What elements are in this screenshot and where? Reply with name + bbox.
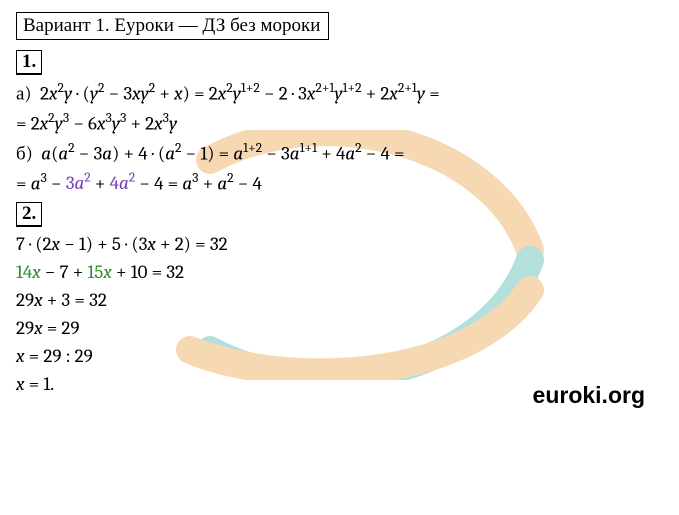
p2-line-3: 29x + 3 = 32 — [16, 289, 663, 311]
term-3a2: 3a2 — [66, 172, 91, 194]
p2-line-2: 14x − 7 + 15x + 10 = 32 — [16, 261, 663, 283]
header-box: Вариант 1. Еуроки — ДЗ без мороки — [16, 12, 329, 40]
term-14x: 14x — [16, 261, 41, 283]
term-4a2: 4a2 — [110, 172, 136, 194]
problem-2-label: 2. — [16, 202, 42, 227]
p1-line-b1: б) a(a2 − 3a) + 4 · (a2 − 1) = a1+2 − 3a… — [16, 141, 663, 165]
p1-line-b2: = a3 − 3a2 + 4a2 − 4 = a3 + a2 − 4 — [16, 171, 663, 194]
p2-line-6: x = 1. — [16, 373, 663, 395]
p2-line-4: 29x = 29 — [16, 317, 663, 339]
term-15x: 15x — [87, 261, 111, 283]
problem-1-label: 1. — [16, 50, 42, 75]
p1-line-a1: а) 2x2y · (y2 − 3xy2 + x) = 2x2y1+2 − 2 … — [16, 81, 663, 105]
header-text: Вариант 1. Еуроки — ДЗ без мороки — [23, 15, 320, 36]
p2-line-1: 7 · (2x − 1) + 5 · (3x + 2) = 32 — [16, 233, 663, 255]
p1-line-a2: = 2x2y3 − 6x3y3 + 2x3y — [16, 111, 663, 134]
p2-line-5: x = 29 : 29 — [16, 345, 663, 367]
